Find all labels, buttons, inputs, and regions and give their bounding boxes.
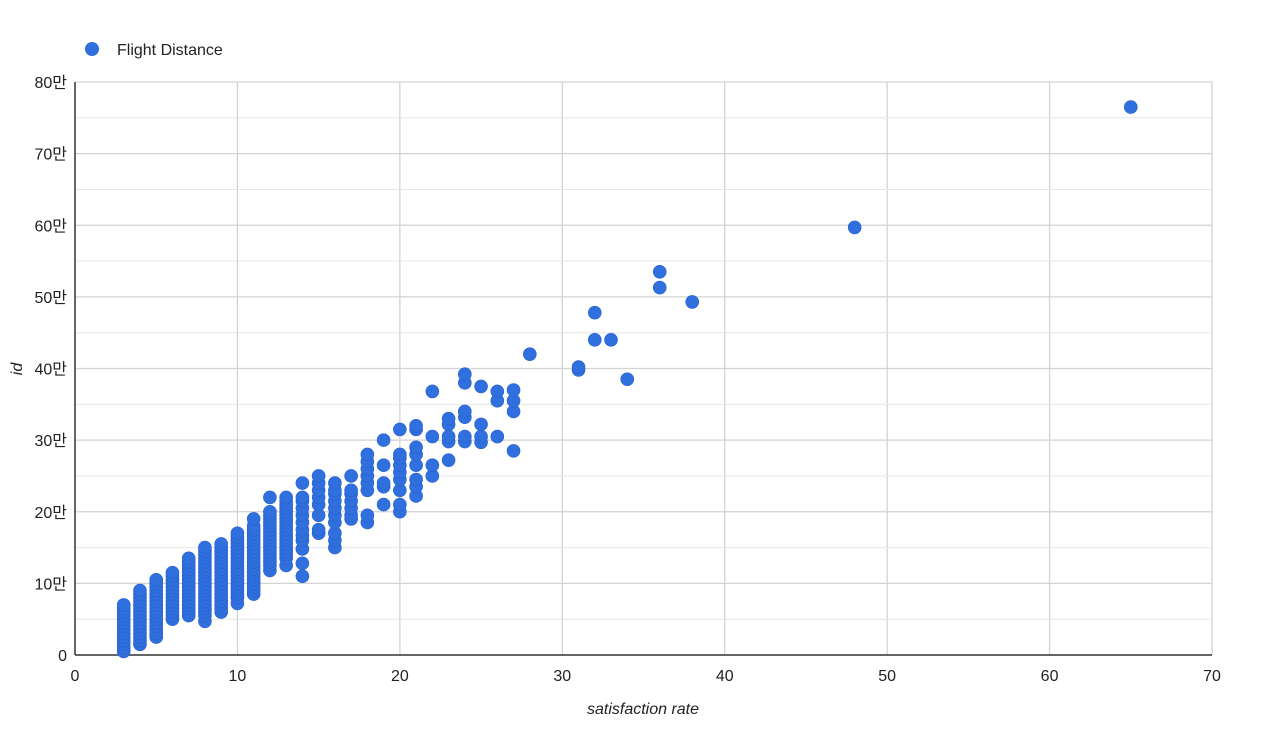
data-point xyxy=(522,347,537,361)
y-tick-label: 80만 xyxy=(34,74,67,92)
y-tick-label: 60만 xyxy=(34,217,67,235)
data-point xyxy=(328,476,342,490)
data-point xyxy=(263,490,277,505)
legend-label-flight-distance: Flight Distance xyxy=(117,42,223,59)
data-point xyxy=(149,572,164,587)
y-tick-label: 0 xyxy=(58,648,67,665)
data-point xyxy=(474,417,488,432)
data-point xyxy=(214,537,228,551)
data-point xyxy=(587,333,602,347)
data-point xyxy=(425,384,440,399)
y-tick-label: 50만 xyxy=(34,289,67,307)
x-tick-label: 70 xyxy=(1203,668,1221,685)
data-point xyxy=(441,453,456,467)
data-point xyxy=(425,458,440,472)
y-axis-tick-labels: 0 10만 20만 30만 40만 50만 60만 70만 80만 xyxy=(34,74,67,665)
data-point xyxy=(133,583,147,598)
data-point xyxy=(441,429,456,444)
data-point xyxy=(409,440,423,455)
legend[interactable]: Flight Distance xyxy=(85,42,223,59)
data-point xyxy=(425,429,440,444)
data-point xyxy=(474,429,488,444)
x-tick-label: 40 xyxy=(716,668,734,685)
y-tick-label: 70만 xyxy=(34,146,67,164)
data-point xyxy=(360,447,375,462)
legend-marker-flight-distance xyxy=(85,42,99,56)
data-point xyxy=(652,265,667,279)
data-point xyxy=(311,469,326,483)
data-point xyxy=(198,540,212,555)
data-point xyxy=(685,295,700,309)
data-point xyxy=(360,508,375,523)
y-tick-label: 20만 xyxy=(34,504,67,522)
data-point xyxy=(490,429,505,444)
data-point xyxy=(116,598,131,612)
data-point xyxy=(279,490,293,505)
data-point xyxy=(652,280,667,295)
data-point xyxy=(376,497,391,512)
data-point xyxy=(506,444,521,458)
data-point xyxy=(344,469,358,483)
x-tick-label: 10 xyxy=(229,668,247,685)
data-point xyxy=(571,360,586,374)
data-point xyxy=(165,565,180,580)
data-point xyxy=(246,512,261,526)
data-point xyxy=(376,433,391,447)
x-tick-label: 0 xyxy=(71,668,80,685)
data-point xyxy=(458,429,472,444)
data-point xyxy=(263,504,277,519)
gridlines xyxy=(75,81,1213,655)
axes xyxy=(74,82,1212,656)
data-point xyxy=(181,551,196,566)
data-point xyxy=(295,490,310,505)
data-point xyxy=(295,556,310,571)
x-tick-label: 50 xyxy=(878,668,896,685)
x-tick-label: 20 xyxy=(391,668,409,685)
data-point xyxy=(604,333,618,347)
data-point xyxy=(506,383,521,397)
data-point xyxy=(458,367,472,382)
x-axis-tick-labels: 0 10 20 30 40 50 60 70 xyxy=(71,668,1221,685)
data-point xyxy=(393,447,407,462)
y-axis-title: id xyxy=(9,362,26,376)
y-tick-label: 40만 xyxy=(34,361,67,379)
data-point xyxy=(376,458,391,472)
data-point xyxy=(458,404,472,419)
data-point xyxy=(620,372,635,387)
data-point xyxy=(393,497,407,512)
data-point xyxy=(295,476,310,490)
data-point xyxy=(393,422,407,437)
data-point xyxy=(230,526,245,541)
data-point xyxy=(441,411,456,426)
data-point xyxy=(847,220,862,235)
x-axis-title: satisfaction rate xyxy=(587,701,699,718)
x-tick-label: 60 xyxy=(1041,668,1059,685)
x-tick-label: 30 xyxy=(553,668,571,685)
data-point xyxy=(474,379,488,394)
data-point xyxy=(587,305,602,320)
y-tick-label: 30만 xyxy=(34,432,67,450)
data-points xyxy=(116,100,1138,659)
data-point xyxy=(409,418,423,433)
data-point xyxy=(311,522,326,537)
data-point xyxy=(295,569,310,584)
data-point xyxy=(490,384,505,399)
data-point xyxy=(344,483,358,498)
data-point xyxy=(409,472,423,487)
y-tick-label: 10만 xyxy=(34,575,67,593)
data-point xyxy=(1123,100,1138,114)
data-point xyxy=(376,476,391,490)
